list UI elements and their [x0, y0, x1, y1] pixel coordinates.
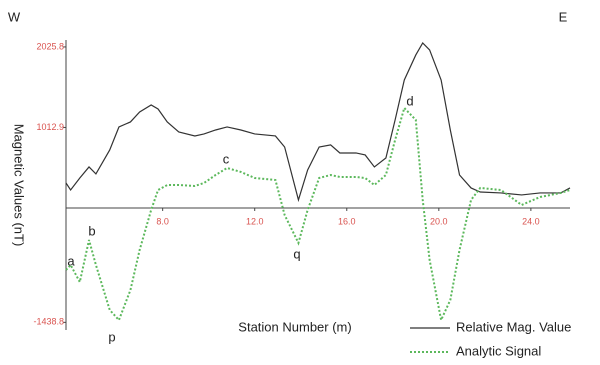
- legend-label: Relative Mag. Value: [456, 319, 571, 334]
- annotation: E: [559, 9, 568, 24]
- annotation: W: [8, 9, 21, 24]
- annotation: q: [293, 246, 300, 261]
- x-tick-label: 12.0: [246, 216, 264, 226]
- y-axis-label: Magnetic Values (nT): [12, 124, 27, 247]
- y-tick-label: 2025.8: [36, 41, 64, 51]
- y-tick-label: -1438.8: [33, 317, 64, 327]
- series-line: [65, 41, 571, 203]
- x-axis-label: Station Number (m): [238, 319, 351, 334]
- annotation: d: [406, 93, 413, 108]
- annotation: b: [88, 223, 95, 238]
- series-line: [65, 106, 571, 324]
- x-tick-label: 8.0: [156, 216, 169, 226]
- x-tick-label: 16.0: [338, 216, 356, 226]
- y-tick-label: 1012.9: [36, 122, 64, 132]
- legend-label: Analytic Signal: [456, 343, 541, 358]
- x-tick-label: 20.0: [430, 216, 448, 226]
- annotation: a: [67, 253, 75, 268]
- x-tick-label: 24.0: [522, 216, 540, 226]
- annotation: c: [223, 151, 230, 166]
- annotation: p: [108, 329, 115, 344]
